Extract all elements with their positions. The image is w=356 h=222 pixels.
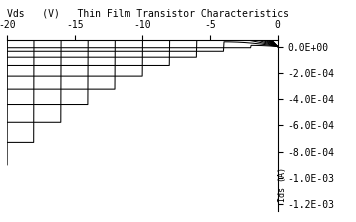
Text: Ids (A): Ids (A)	[278, 167, 287, 202]
Text: Vds   (V)   Thin Film Transistor Characteristics: Vds (V) Thin Film Transistor Characteris…	[7, 8, 289, 18]
